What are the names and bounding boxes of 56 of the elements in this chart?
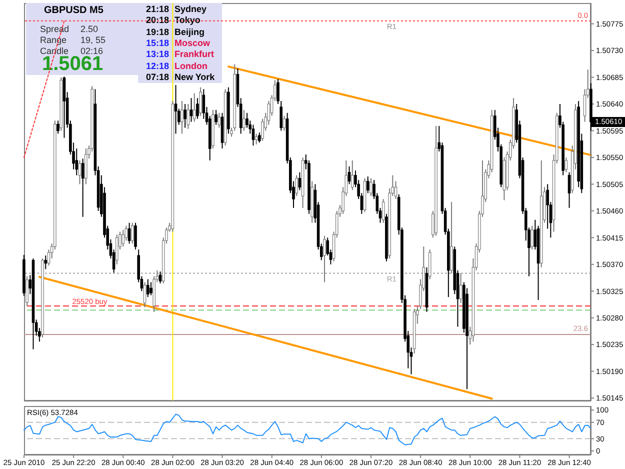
candlestick [295,174,298,197]
candlestick [128,222,131,244]
candlestick [44,254,48,270]
annotation: 13:18 Frankfurt [144,49,214,60]
text: Range 19, 55 [40,35,106,45]
candlestick [450,202,453,274]
candlestick [174,84,178,134]
candlestick [116,234,118,265]
annotation: 20:18 Tokyo [144,15,200,26]
candlestick [323,235,326,283]
candlestick [530,225,534,250]
candlestick [122,229,124,248]
candlestick [199,86,202,116]
text: Candle 02:16 [40,46,104,56]
annotation: 15:18 Moscow [144,38,210,49]
candlestick [143,282,146,308]
annotation: 19:18 Beijing [144,26,205,38]
annotation: 21:18 Sydney [144,4,207,15]
text: Spread 2.50 [40,24,98,34]
candlestick [242,109,246,132]
candlestick [62,76,66,138]
candlestick [382,198,385,224]
candlestick [190,98,193,122]
candlestick [180,100,184,134]
candlestick [366,176,370,194]
candlestick [81,158,84,218]
candlestick [186,103,190,130]
candlestick [214,109,218,126]
candlestick [350,160,354,191]
candlestick [78,160,82,185]
candlestick [252,124,255,146]
candlestick [192,92,196,122]
candlestick [26,276,28,306]
annotation: 12:18 London [144,60,208,72]
candlestick [298,172,302,191]
candlestick [130,222,134,244]
candlestick [428,249,432,280]
annotation: 07:18 New York [144,72,215,83]
candlestick [218,112,221,128]
candlestick [348,166,351,185]
candlestick [146,278,150,298]
annotation: 1.5061 [42,53,104,75]
candlestick [370,178,372,197]
chart-title: GBPUSD M5 [44,5,104,17]
candlestick [134,222,137,250]
candlestick [258,132,261,144]
candlestick [150,282,152,296]
candlestick [158,271,162,284]
candlestick [84,148,88,185]
candlestick [282,115,286,132]
candlestick [184,103,186,128]
candlestick [564,156,568,173]
candlestick [196,98,199,120]
candlestick [56,120,60,134]
candlestick [568,172,571,208]
candlestick [254,133,258,145]
